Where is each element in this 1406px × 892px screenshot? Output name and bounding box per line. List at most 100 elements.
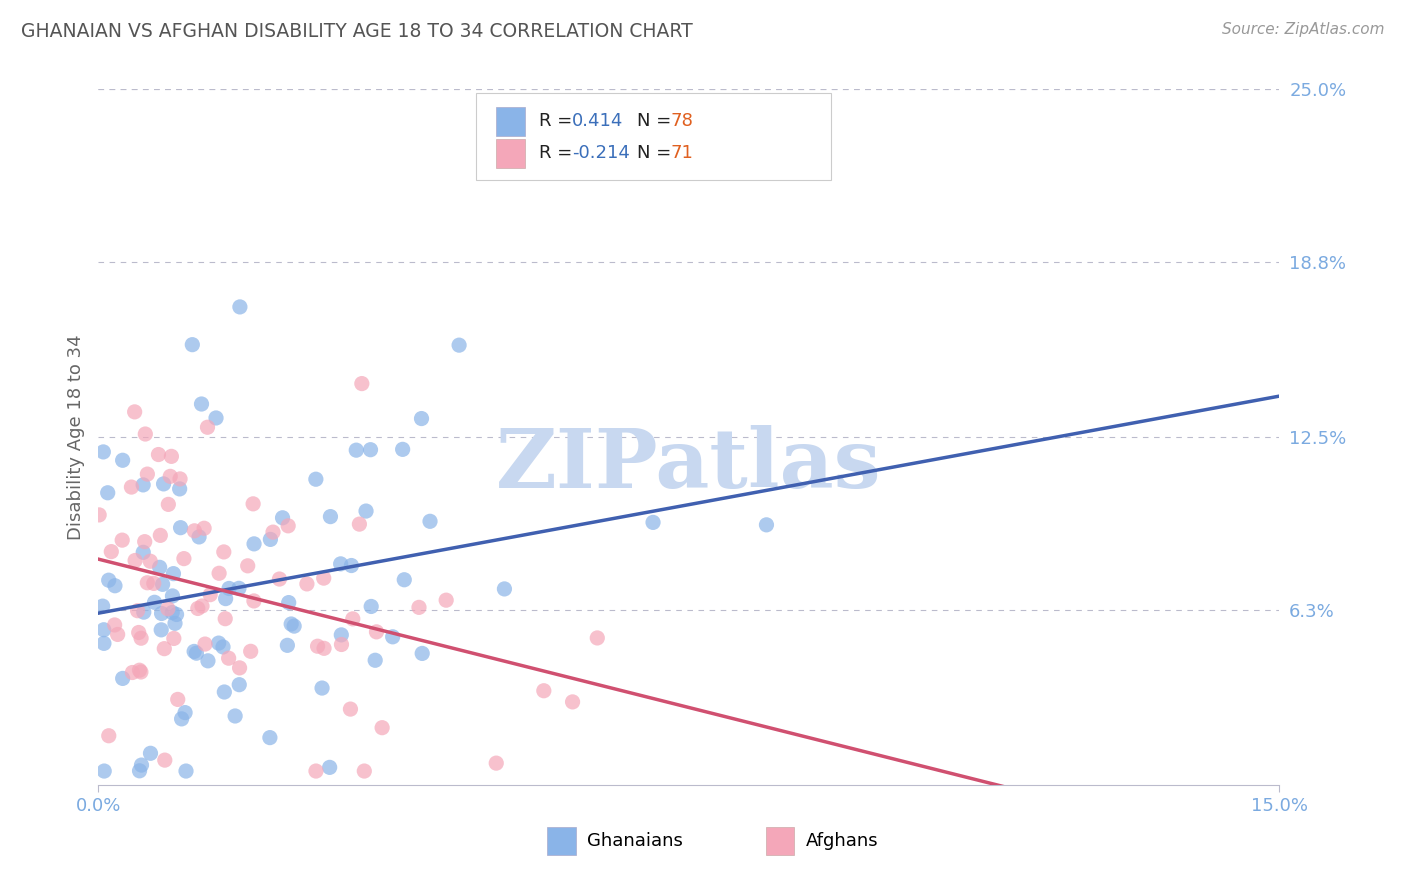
Point — [131, 758, 153, 772]
Point — [208, 636, 231, 650]
Point — [121, 665, 143, 680]
Text: 71: 71 — [671, 145, 693, 162]
Point — [97, 729, 120, 743]
Point — [187, 601, 209, 615]
Point — [129, 631, 152, 645]
Point — [173, 551, 195, 566]
Point — [136, 467, 159, 482]
Point — [485, 756, 508, 771]
Text: Source: ZipAtlas.com: Source: ZipAtlas.com — [1222, 22, 1385, 37]
Point — [419, 514, 441, 528]
Point — [89, 508, 111, 522]
Point — [93, 623, 115, 637]
Point — [132, 545, 155, 559]
Point — [163, 632, 186, 646]
Point — [276, 638, 298, 652]
Point — [354, 504, 377, 518]
Point — [305, 764, 328, 778]
Point — [307, 639, 329, 653]
Point — [212, 545, 235, 559]
Point — [533, 683, 555, 698]
Text: 78: 78 — [671, 112, 693, 130]
Point — [170, 712, 193, 726]
Point — [124, 405, 146, 419]
Bar — [547, 827, 575, 855]
Text: GHANAIAN VS AFGHAN DISABILITY AGE 18 TO 34 CORRELATION CHART: GHANAIAN VS AFGHAN DISABILITY AGE 18 TO … — [21, 22, 693, 41]
Point — [169, 521, 191, 535]
Point — [157, 497, 180, 511]
Bar — [496, 106, 524, 136]
Point — [143, 595, 166, 609]
Point — [186, 646, 208, 660]
Point — [129, 665, 152, 679]
Point — [134, 534, 156, 549]
Point — [142, 576, 165, 591]
Point — [152, 476, 174, 491]
Point — [93, 636, 115, 650]
Point — [228, 582, 250, 596]
Point — [132, 605, 155, 619]
Point — [339, 702, 361, 716]
Point — [371, 721, 394, 735]
Point — [156, 602, 179, 616]
Point — [191, 599, 214, 613]
Point — [360, 442, 382, 457]
Point — [214, 591, 236, 606]
Point — [194, 637, 217, 651]
Point — [271, 510, 294, 524]
Point — [360, 599, 382, 614]
Point — [208, 566, 231, 581]
Point — [391, 442, 413, 457]
Point — [107, 627, 129, 641]
Point — [262, 525, 284, 540]
Point — [111, 453, 134, 467]
Point — [200, 588, 222, 602]
Point — [149, 560, 172, 574]
Point — [153, 641, 176, 656]
Point — [229, 300, 252, 314]
Point — [100, 544, 122, 558]
Point — [111, 533, 134, 548]
Point — [132, 478, 155, 492]
Point — [148, 448, 170, 462]
Bar — [766, 827, 794, 855]
Point — [755, 517, 778, 532]
Text: 0.414: 0.414 — [572, 112, 623, 130]
Point — [340, 558, 363, 573]
Point — [218, 582, 240, 596]
Point — [277, 518, 299, 533]
Point — [93, 764, 115, 778]
Point — [160, 450, 183, 464]
Point — [128, 764, 150, 778]
Y-axis label: Disability Age 18 to 34: Disability Age 18 to 34 — [66, 334, 84, 540]
Point — [128, 625, 150, 640]
Point — [97, 573, 120, 587]
FancyBboxPatch shape — [477, 93, 831, 179]
Point — [366, 624, 388, 639]
Text: ZIPatlas: ZIPatlas — [496, 425, 882, 505]
Point — [311, 681, 333, 695]
Point — [353, 764, 375, 778]
Point — [214, 612, 236, 626]
Point — [318, 760, 340, 774]
Point — [408, 600, 430, 615]
Point — [344, 443, 367, 458]
Point — [193, 521, 215, 535]
Text: N =: N = — [637, 112, 676, 130]
Point — [149, 528, 172, 542]
Point — [350, 376, 373, 391]
Point — [280, 617, 302, 632]
Point — [162, 566, 184, 581]
Point — [342, 612, 364, 626]
Point — [169, 472, 191, 486]
Point — [228, 678, 250, 692]
Point — [394, 573, 416, 587]
Point — [228, 661, 250, 675]
Point — [197, 654, 219, 668]
Text: Afghans: Afghans — [806, 831, 879, 849]
Point — [160, 606, 183, 620]
Point — [166, 607, 188, 622]
Text: R =: R = — [538, 145, 578, 162]
Point — [434, 593, 457, 607]
Point — [124, 553, 146, 567]
